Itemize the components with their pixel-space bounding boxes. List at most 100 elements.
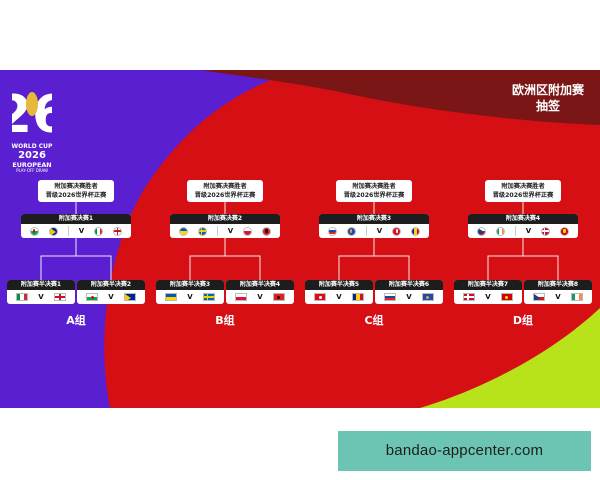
semifinal-matchup: V (7, 290, 75, 304)
group-label: A组 (66, 314, 86, 327)
playoff-semifinal-label: 附加赛半决赛1 (7, 280, 75, 290)
playoff-semifinal-box: 附加赛半决赛4 V (226, 280, 294, 304)
winner-qualifies-box: 附加赛决赛胜者晋级2026世界杯正赛 (187, 180, 263, 202)
flag-ireland-icon (495, 226, 505, 236)
logo-line-play-off-draw: PLAY-OFF DRAW (16, 168, 48, 173)
flag-sweden-icon (197, 226, 207, 236)
final-matchup: V (21, 224, 131, 238)
semifinal-matchup: V (77, 290, 145, 304)
winner-qualifies-box: 附加赛决赛胜者晋级2026世界杯正赛 (336, 180, 412, 202)
final-matchup: V (319, 224, 429, 238)
playoff-final-label: 附加赛决赛4 (468, 214, 578, 224)
poster-background (0, 70, 600, 408)
playoff-final-label: 附加赛决赛1 (21, 214, 131, 224)
final-matchup: V (170, 224, 280, 238)
versus-mark: V (406, 293, 412, 301)
watermark-banner: bandao-appcenter.com (338, 431, 591, 471)
flag-sweden-icon (202, 293, 215, 301)
final-matchup: V (468, 224, 578, 238)
playoff-semifinal-box: 附加赛半决赛7 V (454, 280, 522, 304)
qualify-label: 晋级2026世界杯正赛 (492, 192, 554, 199)
title-line-1: 欧洲区附加赛 (511, 83, 584, 97)
semifinal-matchup: V (454, 290, 522, 304)
flag-czechia-icon (533, 293, 546, 301)
flag-romania-icon (410, 226, 420, 236)
flag-turkey-icon (314, 293, 327, 301)
playoff-final-box: 附加赛决赛4 V (468, 214, 578, 238)
flag-ukraine-icon (178, 226, 188, 236)
flag-albania-icon (272, 293, 285, 301)
draw-poster: 26 FIFA WORLD CUP 2026 EUROPEAN PLAY-OFF… (0, 70, 600, 408)
playoff-semifinal-label: 附加赛半决赛3 (156, 280, 224, 290)
playoff-final-box: 附加赛决赛2 V (170, 214, 280, 238)
logo-line-year: 2026 (18, 150, 46, 161)
flag-turkey-icon (392, 226, 402, 236)
versus-mark: V (555, 293, 561, 301)
divider (216, 226, 218, 236)
flag-bosnia-icon (123, 293, 136, 301)
flag-wales-icon (86, 293, 99, 301)
flag-poland-icon (235, 293, 248, 301)
playoff-semifinal-box: 附加赛半决赛6 V (375, 280, 443, 304)
winner-label: 附加赛决赛胜者 (203, 183, 247, 190)
logo-line-world-cup: WORLD CUP (11, 143, 53, 150)
divider (67, 226, 69, 236)
playoff-semifinal-box: 附加赛半决赛5 V (305, 280, 373, 304)
flag-wales-icon (29, 226, 39, 236)
flag-slovakia-icon (327, 226, 337, 236)
semifinal-matchup: V (524, 290, 592, 304)
versus-mark: V (108, 293, 114, 301)
qualify-label: 晋级2026世界杯正赛 (343, 192, 405, 199)
qualify-label: 晋级2026世界杯正赛 (194, 192, 256, 199)
playoff-semifinal-label: 附加赛半决赛8 (524, 280, 592, 290)
world-cup-2026-logo: 26 FIFA WORLD CUP 2026 EUROPEAN PLAY-OFF… (8, 82, 56, 182)
trophy-icon: 26 FIFA (12, 85, 52, 142)
flag-romania-icon (351, 293, 364, 301)
playoff-semifinal-label: 附加赛半决赛7 (454, 280, 522, 290)
playoff-semifinal-box: 附加赛半决赛2 V (77, 280, 145, 304)
playoff-semifinal-label: 附加赛半决赛5 (305, 280, 373, 290)
playoff-semifinal-box: 附加赛半决赛1 V (7, 280, 75, 304)
title-line-2: 抽签 (535, 99, 560, 113)
svg-text:FIFA: FIFA (25, 135, 40, 142)
flag-italy-icon (16, 293, 29, 301)
playoff-final-label: 附加赛决赛2 (170, 214, 280, 224)
flag-ireland-icon (570, 293, 583, 301)
flag-italy-icon (94, 226, 104, 236)
flag-kosovo-icon (346, 226, 356, 236)
playoff-final-label: 附加赛决赛3 (319, 214, 429, 224)
versus-mark: V (485, 293, 491, 301)
flag-czechia-icon (476, 226, 486, 236)
playoff-final-box: 附加赛决赛3 V (319, 214, 429, 238)
versus-mark: V (376, 227, 383, 235)
semifinal-matchup: V (156, 290, 224, 304)
flag-bosnia-icon (48, 226, 58, 236)
versus-mark: V (187, 293, 193, 301)
flag-north-macedonia-icon (559, 226, 569, 236)
flag-ukraine-icon (165, 293, 178, 301)
semifinal-matchup: V (305, 290, 373, 304)
winner-label: 附加赛决赛胜者 (352, 183, 396, 190)
versus-mark: V (227, 227, 234, 235)
playoff-final-box: 附加赛决赛1 V (21, 214, 131, 238)
winner-qualifies-box: 附加赛决赛胜者 晋级2026世界杯正赛 (485, 180, 561, 202)
divider (365, 226, 367, 236)
semifinal-matchup: V (375, 290, 443, 304)
winner-label: 附加赛决赛胜者 (54, 183, 98, 190)
group-label: D组 (512, 314, 534, 327)
flag-poland-icon (243, 226, 253, 236)
logo-line-european: EUROPEAN (12, 161, 52, 169)
group-label: C组 (364, 314, 384, 327)
versus-mark: V (525, 227, 532, 235)
flag-denmark-icon (463, 293, 476, 301)
divider (514, 226, 516, 236)
versus-mark: V (257, 293, 263, 301)
flag-albania-icon (261, 226, 271, 236)
flag-north-macedonia-icon (500, 293, 513, 301)
winner-qualifies-box: 附加赛决赛胜者 晋级2026世界杯正赛 (38, 180, 114, 202)
flag-kosovo-icon (421, 293, 434, 301)
flag-slovakia-icon (384, 293, 397, 301)
semifinal-matchup: V (226, 290, 294, 304)
versus-mark: V (78, 227, 85, 235)
poster-title: 欧洲区附加赛 抽签 (508, 82, 588, 114)
